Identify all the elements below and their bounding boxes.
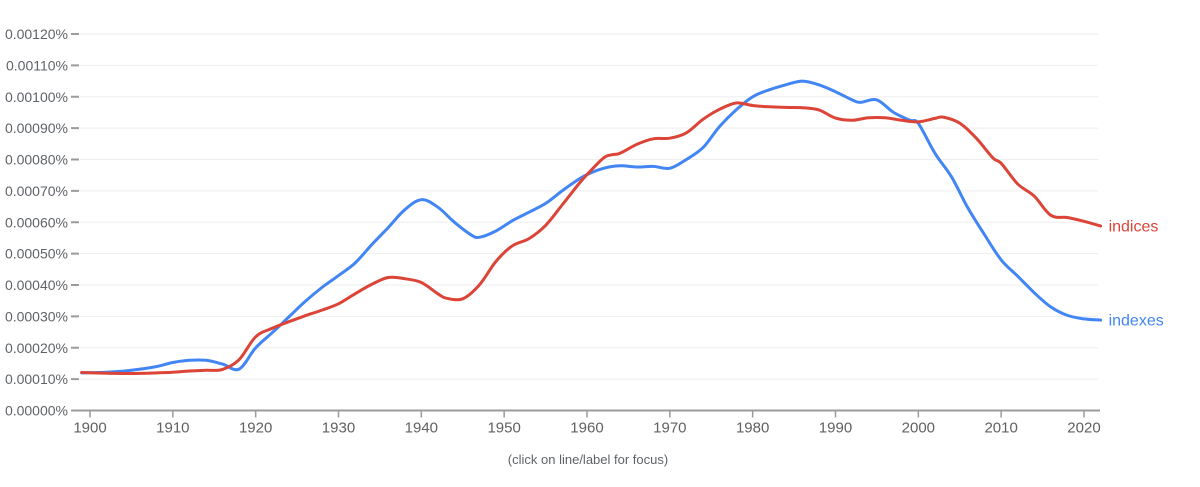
y-tick-label: 0.00000%: [5, 403, 68, 419]
y-tick-label: 0.00090%: [5, 120, 68, 136]
x-tick-label: 2010: [984, 420, 1017, 437]
x-tick-label: 1960: [570, 420, 603, 437]
x-tick-label: 1940: [405, 420, 438, 437]
y-tick-label: 0.00080%: [5, 152, 68, 168]
x-tick-label: 1930: [322, 420, 355, 437]
y-tick-label: 0.00110%: [6, 57, 68, 73]
y-tick-label: 0.00120%: [5, 26, 68, 42]
x-tick-label: 2000: [902, 420, 935, 437]
x-tick-label: 1900: [73, 420, 106, 437]
y-tick-label: 0.00040%: [5, 277, 68, 293]
x-tick-label: 2020: [1067, 420, 1100, 437]
series-line-indexes[interactable]: [80, 79, 1103, 375]
x-tick-label: 1990: [819, 420, 852, 437]
y-tick-label: 0.00030%: [5, 308, 68, 324]
y-tick-label: 0.00020%: [5, 340, 68, 356]
x-tick-label: 1980: [736, 420, 769, 437]
x-tick-label: 1970: [653, 420, 686, 437]
series-label-indexes[interactable]: indexes: [1109, 313, 1164, 330]
x-tick-label: 1950: [487, 420, 520, 437]
y-tick-label: 0.00050%: [5, 246, 68, 262]
x-tick-label: 1920: [239, 420, 272, 437]
y-tick-label: 0.00010%: [5, 371, 68, 387]
chart-caption: (click on line/label for focus): [507, 452, 669, 467]
y-tick-label: 0.00060%: [5, 214, 68, 230]
series-line-indices[interactable]: [80, 101, 1103, 375]
y-tick-label: 0.00070%: [5, 183, 68, 199]
x-tick-label: 1910: [156, 420, 189, 437]
series-label-indices[interactable]: indices: [1109, 219, 1159, 236]
y-tick-label: 0.00100%: [5, 89, 68, 105]
